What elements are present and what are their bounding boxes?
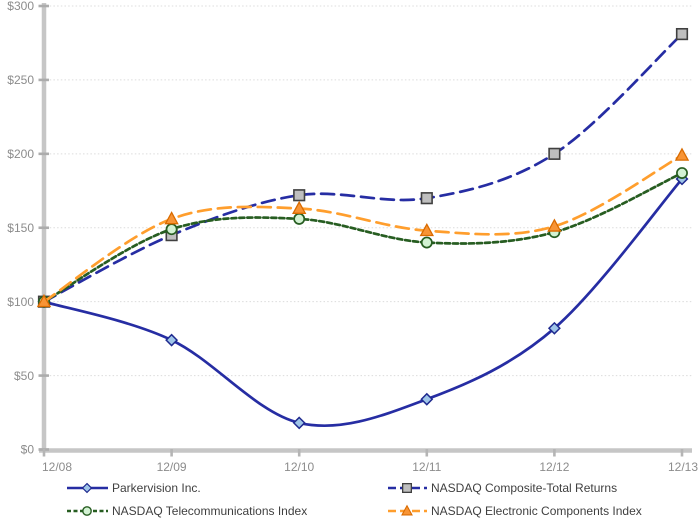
legend-label-nasdaq-electronic: NASDAQ Electronic Components Index [431, 504, 642, 518]
legend-label-nasdaq-telecom: NASDAQ Telecommunications Index [112, 504, 307, 518]
legend-marker-wrap [82, 506, 92, 516]
marker-circle [420, 236, 433, 249]
y-tick-label: $50 [14, 369, 34, 383]
series-1 [37, 27, 689, 308]
marker-circle [82, 506, 92, 516]
marker-diamond [165, 333, 179, 347]
x-tick-label: 12/08 [42, 460, 72, 474]
marker-diamond [81, 482, 93, 494]
marker-triangle [36, 293, 52, 308]
legend-swatch-nasdaq-electronic-line [388, 504, 427, 516]
marker-circle [676, 167, 688, 180]
marker-circle [165, 223, 178, 236]
marker-diamond [420, 392, 434, 406]
x-tick-label: 12/11 [412, 460, 441, 474]
y-tick-label: $250 [7, 73, 34, 87]
series-0 [37, 172, 689, 430]
marker-circle [293, 212, 306, 225]
y-axis-labels: $0 $50 $100 $150 $200 $250 $300 [7, 0, 34, 457]
gridlines [46, 5, 692, 377]
y-tick-label: $200 [7, 147, 34, 161]
marker-diamond [292, 416, 306, 430]
marker-triangle [292, 200, 307, 214]
series-line [42, 153, 684, 304]
legend-marker-wrap [401, 504, 413, 516]
marker-diamond [547, 321, 561, 335]
axes [38, 3, 692, 457]
legend-swatch-parkervision-line [67, 482, 108, 494]
legend-label-nasdaq-composite: NASDAQ Composite-Total Returns [431, 481, 617, 495]
marker-triangle [164, 211, 179, 225]
x-axis-labels: 12/08 12/09 12/10 12/11 12/12 12/13 [42, 460, 698, 474]
series-line [42, 32, 684, 304]
marker-square [548, 147, 561, 160]
x-tick-label: 12/10 [284, 460, 314, 474]
legend-marker-wrap [401, 482, 413, 494]
marker-square [675, 27, 689, 41]
marker-square [401, 482, 413, 494]
x-tick-label: 12/12 [539, 460, 569, 474]
marker-triangle [419, 222, 434, 237]
y-tick-label: $0 [21, 443, 35, 457]
marker-triangle [547, 218, 562, 232]
series-plot [36, 27, 690, 430]
legend-swatch-nasdaq-telecom-line [67, 506, 108, 516]
series-3 [36, 147, 690, 308]
legend-label-parkervision: Parkervision Inc. [112, 481, 201, 495]
y-tick-label: $100 [7, 295, 34, 309]
marker-triangle [674, 147, 690, 161]
legend-swatch-nasdaq-composite-line [388, 482, 427, 494]
legend-marker-wrap [81, 482, 93, 494]
y-tick-label: $300 [7, 0, 34, 13]
x-tick-label: 12/13 [668, 460, 698, 474]
marker-square [293, 189, 306, 202]
series-line [42, 177, 684, 427]
marker-square [420, 192, 433, 205]
marker-triangle [401, 504, 413, 516]
legend: Parkervision Inc. NASDAQ Composite-Total… [67, 481, 642, 518]
series-line [42, 171, 684, 304]
x-tick-label: 12/09 [157, 460, 187, 474]
y-tick-label: $150 [7, 221, 34, 235]
